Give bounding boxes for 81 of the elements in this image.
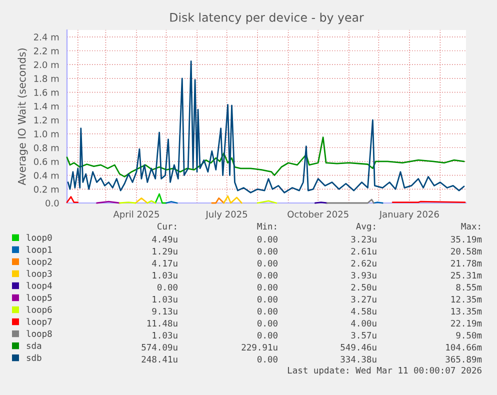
legend-label: loop6 [26,306,52,315]
y-axis-title: Average IO Wait (seconds) [18,48,28,186]
text: 104.66m [446,344,482,351]
line-series [67,60,465,194]
text: 2.61u [351,248,376,255]
legend-label: loop1 [26,246,52,255]
text: 0.00 [258,356,278,363]
legend-label: loop3 [26,270,52,279]
text: 12.35m [451,296,482,303]
text: 3.27u [351,296,376,303]
text: 4.58u [351,308,376,315]
y-tick-label: 0.8 m [34,144,59,152]
x-tick-label: October 2025 [288,210,348,218]
text: 4.00u [351,320,376,327]
y-tick-label: 0.0 [46,200,59,207]
text: 1.03u [152,272,178,279]
y-tick-label: 0.4 m [34,172,59,179]
legend-label: loop4 [26,282,52,291]
text: Avg: [356,223,375,232]
y-tick-label: 1.0 m [34,130,59,138]
text: 0.00 [158,284,178,291]
text: 248.41u [142,356,178,363]
text: 0.00 [258,248,278,255]
text: 4.49u [152,236,178,243]
y-tick-label: 1.4 m [34,102,59,110]
text: 0.00 [258,332,278,339]
text: 8.55m [456,284,482,291]
text: 20.58m [451,248,482,255]
text: 3.57u [351,332,376,339]
chart-title: Disk latency per device - by year [170,12,364,24]
text: 22.19m [451,320,482,327]
y-tick-label: 2.0 m [34,61,59,68]
line-series [66,136,465,178]
text: 229.91u [242,344,278,351]
y-tick-label: 0.2 m [34,186,59,193]
legend-label: sda [26,342,42,349]
text: 1.03u [152,296,178,303]
text: 0.00 [258,272,278,279]
text: 13.35m [451,308,482,315]
text: 3.23u [351,236,376,243]
text: 35.19m [450,236,482,243]
text: Last update: Wed Mar 11 00:00:07 2026 [288,366,482,376]
text: 1.29u [152,248,178,255]
text: 0.00 [258,296,278,303]
text: 11.48u [147,320,178,327]
text: 4.17u [152,260,178,267]
legend-label: loop8 [26,330,52,339]
legend-label: sdb [26,354,42,361]
x-tick-label: April 2025 [113,210,159,220]
legend-label: loop0 [26,234,52,243]
legend-label: loop7 [26,318,52,327]
text: 0.00 [258,260,278,267]
text: Max: [461,223,480,230]
text: 1.03u [152,332,178,339]
text: 25.31m [451,272,482,279]
text: 2.62u [351,260,376,267]
y-tick-label: 1.2 m [34,116,59,124]
text: Cur: [158,222,176,230]
x-tick-label: January 2026 [378,210,439,220]
text: 2.50u [351,284,376,291]
text: 21.78m [451,260,482,267]
text: 334.38u [340,356,376,363]
text: 0.00 [258,308,278,315]
y-tick-label: 1.6 m [34,89,59,96]
text: Min: [257,222,276,230]
text: 574.09u [142,344,178,351]
text: 9.13u [152,308,178,315]
y-tick-label: 1.8 m [34,75,59,82]
text: 0.00 [258,236,278,243]
text: 9.50m [456,332,482,339]
y-tick-label: 0.6 m [34,158,59,166]
text: 549.46u [340,344,376,351]
y-tick-label: 2.2 m [34,47,59,54]
x-tick-label: July 2025 [205,210,248,220]
text: 3.93u [351,272,376,279]
text: 365.89m [446,356,482,363]
text: 0.00 [258,284,278,291]
legend-label: loop2 [26,258,52,267]
text: 0.00 [258,320,278,327]
legend-label: loop5 [26,294,52,303]
y-tick-label: 2.4 m [34,34,59,40]
